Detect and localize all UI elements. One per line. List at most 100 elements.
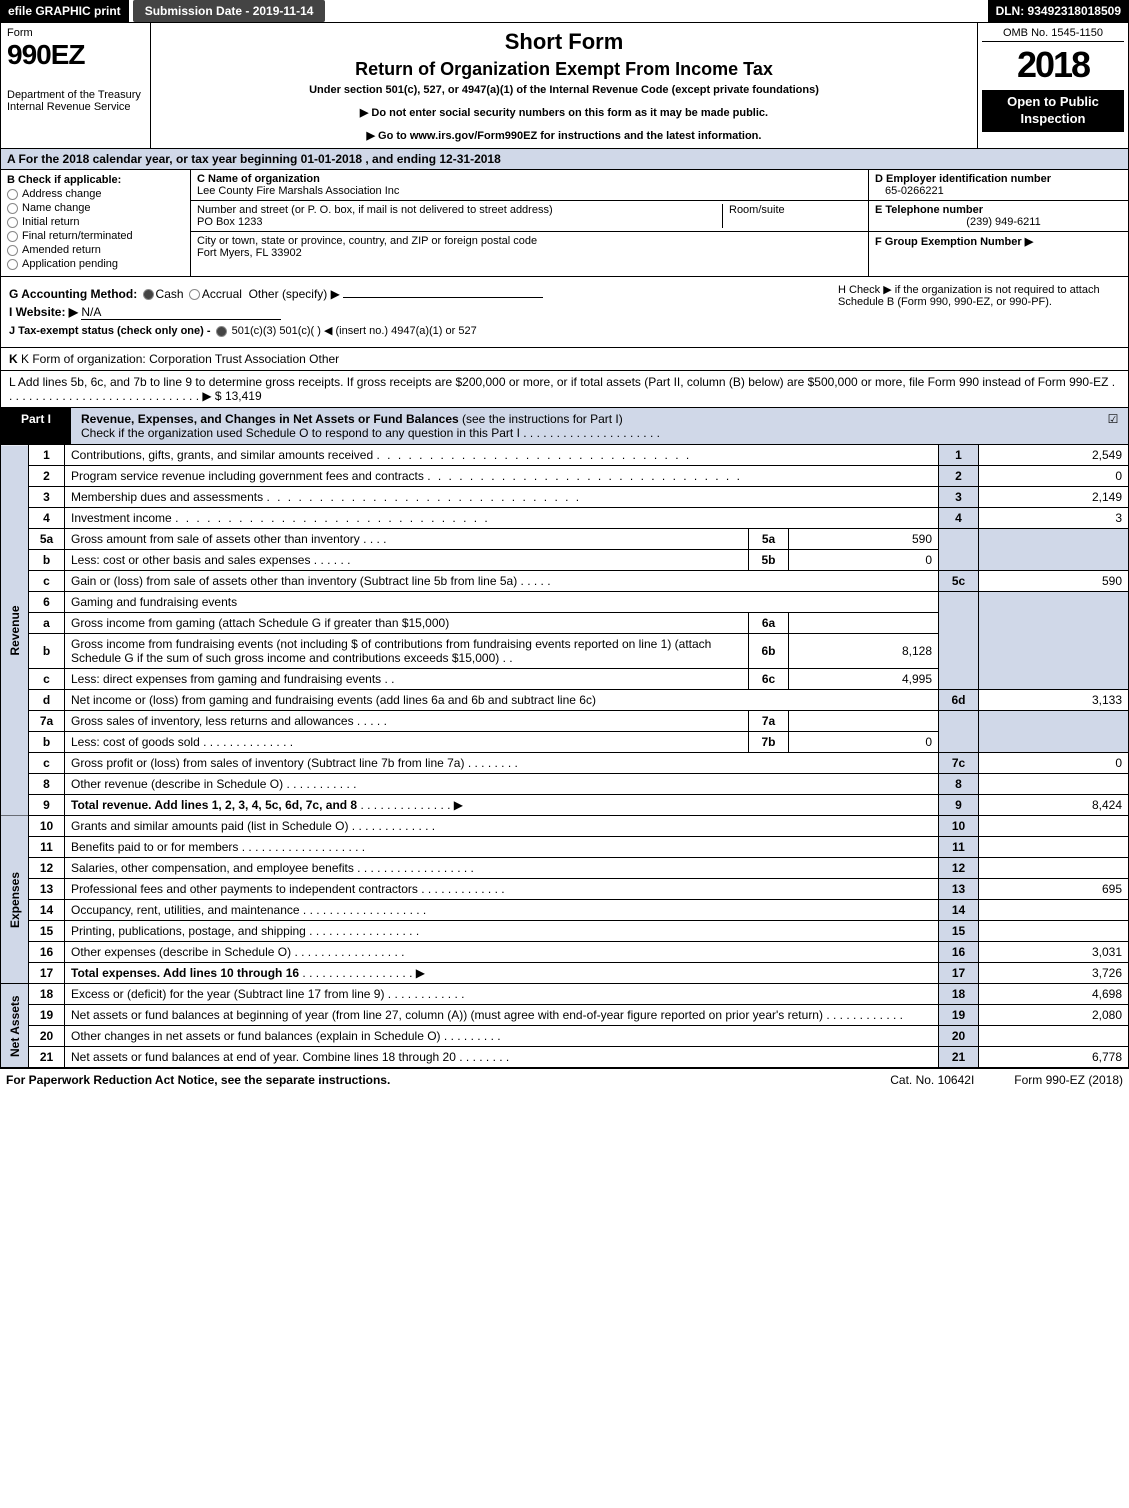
line-num: a [29,613,65,634]
col-val: 2,149 [979,487,1129,508]
radio-cash-icon[interactable] [143,289,154,300]
c-name-value: Lee County Fire Marshals Association Inc [197,185,399,197]
col-val: 8,424 [979,795,1129,816]
chk-label: Final return/terminated [22,230,133,242]
line-desc: Other revenue (describe in Schedule O) [71,777,283,791]
line-num: b [29,634,65,669]
row-j: J Tax-exempt status (check only one) - 5… [9,324,1120,337]
k-text: K Form of organization: Corporation Trus… [21,352,339,366]
mid-val [789,613,939,634]
col-val [979,921,1129,942]
line-21: 21 Net assets or fund balances at end of… [1,1047,1129,1068]
line-5c: c Gain or (loss) from sale of assets oth… [1,571,1129,592]
line-desc: Less: cost of goods sold [71,735,200,749]
line-desc: Total revenue. Add lines 1, 2, 3, 4, 5c,… [71,798,357,812]
line-num: 15 [29,921,65,942]
mid-num: 7b [749,732,789,753]
i-website-value: N/A [81,305,281,320]
chk-final-return[interactable]: Final return/terminated [7,230,184,242]
row-a-tax-year: A For the 2018 calendar year, or tax yea… [0,149,1129,170]
radio-icon[interactable] [7,259,18,270]
radio-icon[interactable] [7,231,18,242]
line-desc: Gross profit or (loss) from sales of inv… [71,756,464,770]
line-19: 19 Net assets or fund balances at beginn… [1,1005,1129,1026]
box-c: C Name of organization Lee County Fire M… [191,170,868,276]
radio-icon[interactable] [7,217,18,228]
radio-501c3-icon[interactable] [216,326,227,337]
mid-num: 6c [749,669,789,690]
line-num: 9 [29,795,65,816]
col-num: 11 [939,837,979,858]
line-desc: Gross income from gaming (attach Schedul… [71,616,449,630]
c-name-label: C Name of organization [197,173,320,185]
mid-val: 590 [789,529,939,550]
col-val: 590 [979,571,1129,592]
line-num: 2 [29,466,65,487]
chk-amended-return[interactable]: Amended return [7,244,184,256]
col-num: 17 [939,963,979,984]
chk-application-pending[interactable]: Application pending [7,258,184,270]
chk-name-change[interactable]: Name change [7,202,184,214]
f-group-cell: F Group Exemption Number ▶ [869,232,1128,251]
mid-val: 8,128 [789,634,939,669]
side-net-assets: Net Assets [1,984,29,1068]
part-1-checkbox[interactable]: ☑ [1098,408,1128,444]
footer-paperwork-notice: For Paperwork Reduction Act Notice, see … [6,1073,390,1087]
header-center: Short Form Return of Organization Exempt… [151,23,978,148]
radio-icon[interactable] [7,245,18,256]
col-val [979,837,1129,858]
line-num: 13 [29,879,65,900]
line-num: 5a [29,529,65,550]
chk-address-change[interactable]: Address change [7,188,184,200]
line-13: 13 Professional fees and other payments … [1,879,1129,900]
radio-accrual-icon[interactable] [189,289,200,300]
col-shade [939,529,979,571]
irs-label: Internal Revenue Service [7,101,144,113]
page-footer: For Paperwork Reduction Act Notice, see … [0,1068,1129,1091]
c-addr-label: Number and street (or P. O. box, if mail… [197,204,553,216]
under-section-text: Under section 501(c), 527, or 4947(a)(1)… [161,84,967,96]
g-label: G Accounting Method: [9,287,137,301]
line-num: 14 [29,900,65,921]
line-desc: Printing, publications, postage, and shi… [71,924,306,938]
col-val: 0 [979,753,1129,774]
goto-link-text[interactable]: ▶ Go to www.irs.gov/Form990EZ for instru… [161,129,967,142]
j-opts: 501(c)(3) 501(c)( ) ◀ (insert no.) 4947(… [232,325,477,337]
line-1: Revenue 1 Contributions, gifts, grants, … [1,445,1129,466]
line-num: d [29,690,65,711]
footer-form-ref: Form 990-EZ (2018) [1014,1073,1123,1087]
c-name-cell: C Name of organization Lee County Fire M… [191,170,868,201]
submission-date-pill: Submission Date - 2019-11-14 [133,0,326,22]
line-desc: Net assets or fund balances at beginning… [71,1008,823,1022]
col-num: 13 [939,879,979,900]
l-text: L Add lines 5b, 6c, and 7b to line 9 to … [9,375,1115,403]
g-accrual: Accrual [202,287,242,301]
form-header: Form 990EZ Department of the Treasury In… [0,23,1129,149]
col-num: 4 [939,508,979,529]
g-cash: Cash [156,287,184,301]
g-other-input[interactable] [343,297,543,298]
col-val [979,900,1129,921]
col-num: 7c [939,753,979,774]
c-city-cell: City or town, state or province, country… [191,232,868,262]
line-10: Expenses 10 Grants and similar amounts p… [1,816,1129,837]
line-6d: d Net income or (loss) from gaming and f… [1,690,1129,711]
efile-print-label[interactable]: efile GRAPHIC print [0,0,129,22]
mid-num: 5a [749,529,789,550]
line-12: 12 Salaries, other compensation, and emp… [1,858,1129,879]
radio-icon[interactable] [7,203,18,214]
part-1-title: Revenue, Expenses, and Changes in Net As… [81,412,459,426]
lines-table: Revenue 1 Contributions, gifts, grants, … [0,445,1129,1068]
side-revenue: Revenue [1,445,29,816]
col-shade [939,711,979,753]
col-num: 12 [939,858,979,879]
chk-initial-return[interactable]: Initial return [7,216,184,228]
c-addr-cell: Number and street (or P. O. box, if mail… [191,201,868,232]
box-d-e-f: D Employer identification number 65-0266… [868,170,1128,276]
mid-num: 7a [749,711,789,732]
line-desc: Salaries, other compensation, and employ… [71,861,354,875]
line-desc: Gross amount from sale of assets other t… [71,532,360,546]
g-other: Other (specify) ▶ [249,287,340,301]
chk-label: Amended return [22,244,101,256]
radio-icon[interactable] [7,189,18,200]
